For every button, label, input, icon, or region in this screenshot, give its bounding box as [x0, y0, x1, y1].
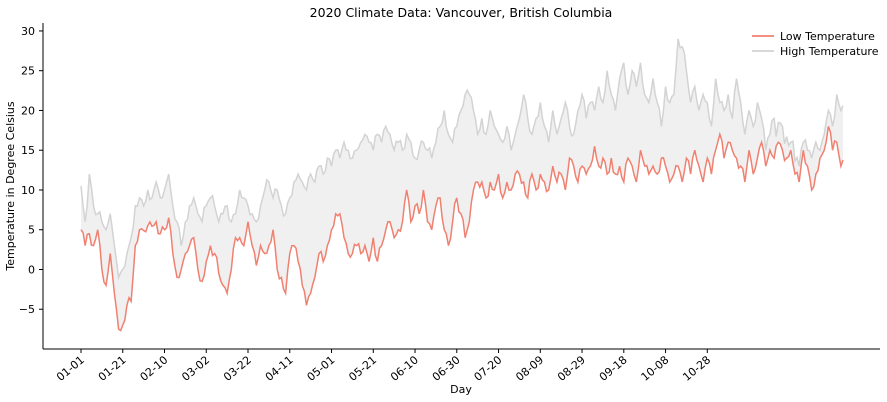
y-tick-label: 20	[21, 104, 35, 117]
legend-label: High Temperature	[780, 45, 879, 58]
high-temperature-line	[80, 38, 844, 281]
x-tick-label: 09-18	[597, 353, 630, 384]
fill-between-layer	[81, 38, 843, 331]
x-tick-label: 03-02	[179, 353, 212, 384]
x-tick-label: 10-08	[639, 353, 672, 384]
x-tick-label: 05-21	[346, 353, 379, 384]
legend: Low Temperature High Temperature	[752, 30, 879, 58]
y-tick-label: −5	[19, 303, 35, 316]
axes	[42, 23, 880, 350]
x-tick-label: 07-20	[472, 353, 505, 384]
x-tick-label: 06-30	[430, 353, 463, 384]
y-tick-label: 30	[21, 25, 35, 38]
x-tick-label: 01-01	[54, 353, 87, 384]
x-tick-label: 05-01	[305, 353, 338, 384]
series-lines-layer	[80, 38, 844, 332]
x-axis-label: Day	[450, 383, 472, 396]
y-axis-label: Temperature in Degree Celsius	[4, 101, 17, 271]
y-tick-label: 10	[21, 184, 35, 197]
y-axis-ticks: −5 0 5 10 15 20 25 30	[19, 25, 43, 316]
x-tick-label: 03-22	[221, 353, 254, 384]
legend-label: Low Temperature	[780, 30, 875, 43]
y-tick-label: 15	[21, 144, 35, 157]
chart-title: 2020 Climate Data: Vancouver, British Co…	[310, 5, 613, 20]
low-temperature-line	[80, 126, 844, 332]
x-tick-label: 04-11	[263, 353, 296, 384]
x-tick-label: 06-10	[388, 353, 421, 384]
x-tick-label: 08-29	[555, 353, 588, 384]
temperature-range-fill	[81, 38, 843, 331]
y-tick-label: 25	[21, 65, 35, 78]
x-tick-label: 02-10	[138, 353, 171, 384]
y-tick-label: 0	[28, 263, 35, 276]
x-tick-label: 01-21	[96, 353, 129, 384]
x-axis-ticks: 01-01 01-21 02-10 03-02 03-22 04-11 05-01 05-21…	[54, 349, 713, 384]
y-tick-label: 5	[28, 224, 35, 237]
x-tick-label: 10-28	[680, 353, 713, 384]
x-tick-label: 08-09	[513, 353, 546, 384]
